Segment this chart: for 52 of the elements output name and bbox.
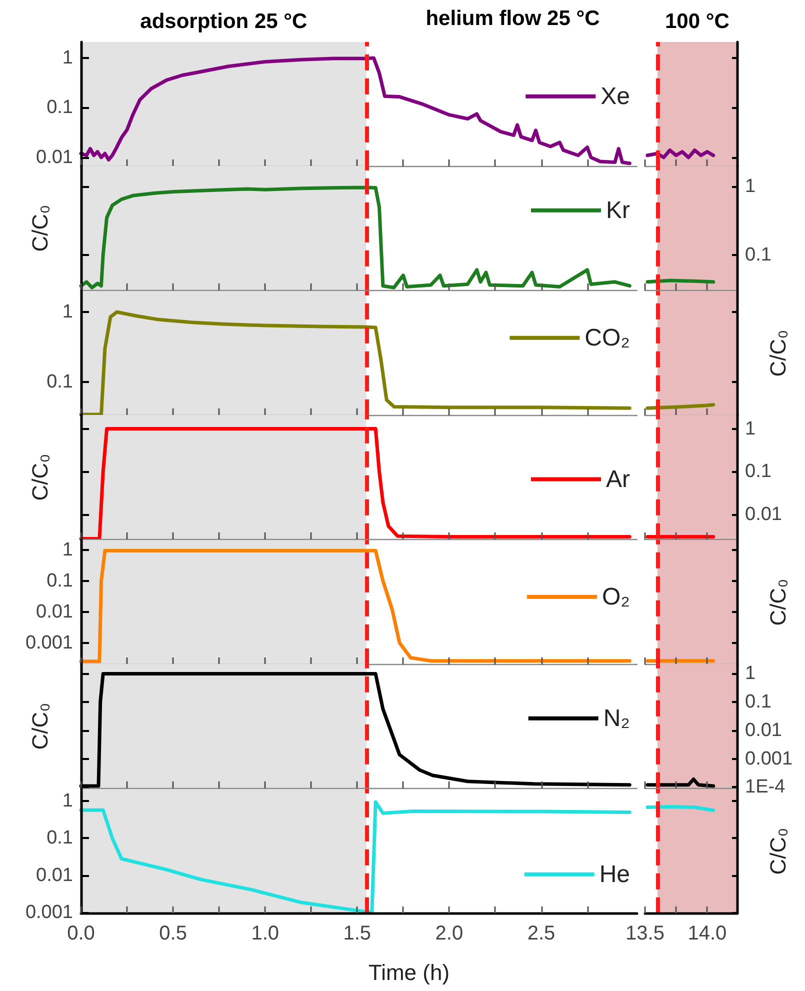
- legend-label: N₂: [603, 704, 630, 732]
- band-label: adsorption 25 °C: [140, 10, 308, 33]
- x-tick-label: 0.5: [159, 922, 187, 944]
- x-tick-label: 0.0: [67, 922, 95, 944]
- x-tick-label: 2.0: [435, 922, 464, 944]
- y-tick-label: 1: [745, 418, 756, 440]
- y-tick-label: 1E-4: [745, 776, 786, 798]
- y-tick-label: 0.1: [46, 827, 73, 848]
- y-tick-label: 0.01: [36, 146, 73, 168]
- y-tick-label: 0.1: [745, 461, 772, 482]
- line-series: [79, 56, 632, 166]
- y-axis-title: C/C₀: [766, 827, 790, 874]
- legend-label: He: [599, 860, 630, 888]
- x-tick-label: 1.0: [251, 922, 280, 944]
- y-tick-label: 0.1: [46, 570, 73, 592]
- x-tick-label: 13.5: [626, 922, 664, 944]
- x-tick-label: 14.0: [688, 922, 727, 944]
- y-tick-label: 1: [62, 539, 73, 560]
- y-tick-label: 1: [62, 301, 73, 322]
- x-tick-label: 1.5: [343, 922, 372, 944]
- y-tick-label: 1: [62, 790, 73, 812]
- text: helium flow 25 °C: [426, 7, 600, 30]
- y-axis-title: C/C₀: [766, 578, 790, 626]
- y-tick-label: 0.01: [745, 504, 782, 526]
- y-tick-label: 0.1: [745, 244, 772, 266]
- y-tick-label: 0.1: [46, 371, 73, 392]
- y-tick-label: 0.1: [745, 692, 772, 713]
- y-tick-label: 0.01: [36, 601, 73, 622]
- y-tick-label: 0.001: [745, 748, 793, 770]
- legend-label: CO₂: [584, 324, 630, 352]
- y-tick-label: 1: [62, 48, 73, 69]
- x-axis-title: Time (h): [368, 960, 450, 985]
- legend-label: O₂: [602, 583, 630, 610]
- y-tick-label: 0.001: [25, 902, 73, 923]
- line-series: [79, 800, 632, 914]
- y-tick-label: 0.01: [745, 720, 782, 742]
- y-tick-label: 1: [745, 176, 756, 198]
- y-axis-title: C/C₀: [28, 205, 52, 252]
- legend-label: Kr: [606, 197, 630, 224]
- legend-label: Xe: [600, 82, 630, 110]
- legend-label: Ar: [606, 466, 630, 494]
- y-axis-title: C/C₀: [28, 454, 52, 502]
- band-label: 100 °C: [664, 10, 730, 33]
- x-tick-label: 2.5: [527, 922, 556, 944]
- y-axis-title: C/C₀: [28, 702, 52, 750]
- y-tick-label: 0.01: [36, 864, 73, 886]
- y-axis-title: C/C₀: [766, 330, 790, 377]
- line-series: [79, 310, 632, 416]
- y-tick-label: 1: [745, 663, 756, 684]
- y-tick-label: 0.001: [25, 632, 73, 654]
- y-tick-label: 0.1: [46, 97, 73, 118]
- line-series: [79, 548, 632, 663]
